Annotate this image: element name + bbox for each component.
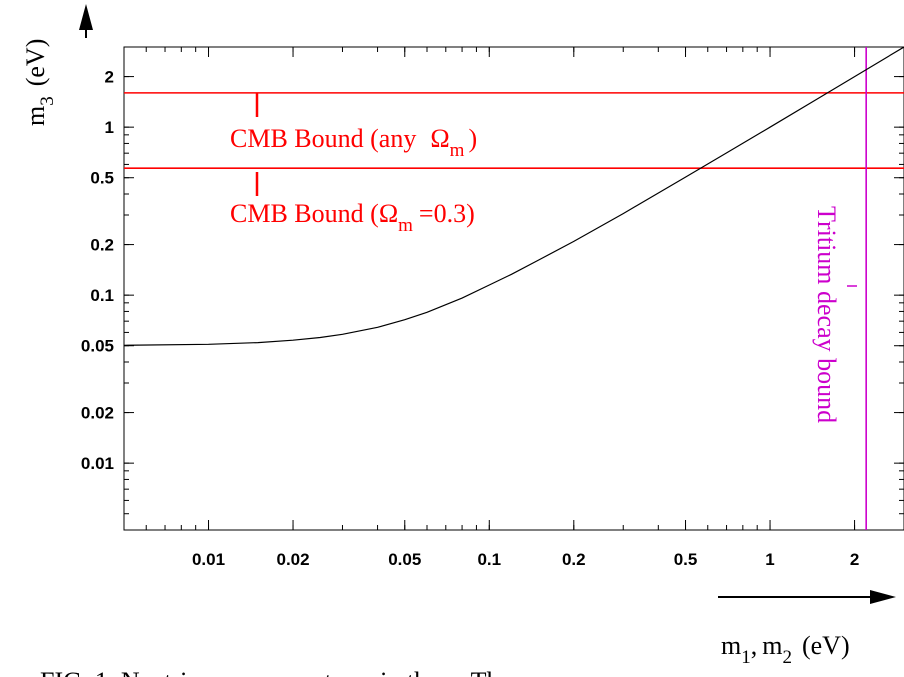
x-tick-label: 0.05 [388,550,421,569]
x-tick-label: 0.02 [276,550,309,569]
y-tick-labels: 0.01 0.02 0.05 0.1 0.2 0.5 1 2 [81,68,114,474]
tick-marks [123,46,904,531]
y-tick-label: 0.5 [90,169,114,188]
y-axis-arrowhead [79,4,93,30]
x-tick-label: 0.5 [674,550,698,569]
x-tick-label: 0.01 [192,550,225,569]
tritium-bound-label: Tritium decay bound [812,206,841,423]
x-tick-label: 0.1 [477,550,501,569]
y-tick-label: 0.1 [90,286,114,305]
y-axis-label: m3(eV) [21,39,58,126]
plot-frame [123,46,904,531]
y-tick-label: 0.01 [81,454,114,473]
x-axis-arrowhead [870,590,896,604]
cmb-bound-any-omega-label: CMB Bound (any Ωm) [230,124,477,161]
y-tick-label: 0.02 [81,404,114,423]
x-tick-label: 2 [850,550,859,569]
y-tick-label: 2 [105,68,114,87]
x-tick-labels: 0.01 0.02 0.05 0.1 0.2 0.5 1 2 [192,550,859,569]
figure-caption: FIG. 1. Neutrino mass spectrum in the ..… [40,667,511,677]
y-tick-label: 0.05 [81,337,114,356]
cmb-bound-omega-0.3-label: CMB Bound (Ωm =0.3) [230,199,475,236]
y-tick-label: 0.2 [90,236,114,255]
x-tick-label: 1 [765,550,774,569]
x-tick-label: 0.2 [562,550,586,569]
m3-vs-m1-m2-curve [123,46,904,346]
x-axis-label: m1, m2 (eV) [721,631,850,668]
y-tick-label: 1 [105,118,114,137]
